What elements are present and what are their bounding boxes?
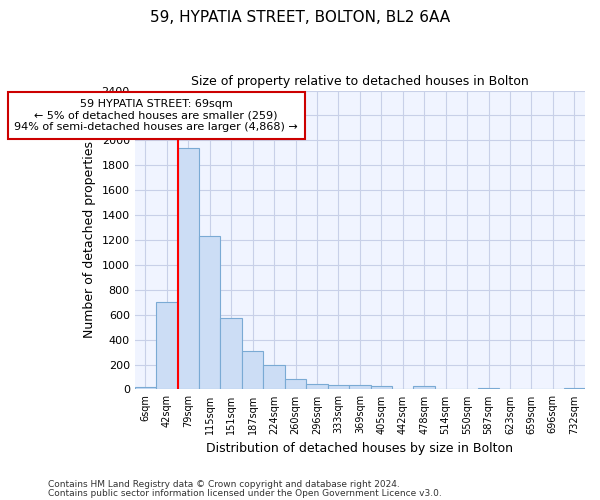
Bar <box>563 388 585 390</box>
Text: 59 HYPATIA STREET: 69sqm
← 5% of detached houses are smaller (259)
94% of semi-d: 59 HYPATIA STREET: 69sqm ← 5% of detache… <box>14 99 298 132</box>
Bar <box>135 387 156 390</box>
Bar <box>156 302 178 390</box>
Bar <box>263 364 285 390</box>
Bar <box>306 384 328 390</box>
Bar <box>242 352 263 390</box>
Bar <box>349 385 371 390</box>
Bar <box>371 386 392 390</box>
Bar <box>478 388 499 390</box>
Bar <box>199 236 220 390</box>
X-axis label: Distribution of detached houses by size in Bolton: Distribution of detached houses by size … <box>206 442 514 455</box>
Text: Contains public sector information licensed under the Open Government Licence v3: Contains public sector information licen… <box>48 488 442 498</box>
Text: Contains HM Land Registry data © Crown copyright and database right 2024.: Contains HM Land Registry data © Crown c… <box>48 480 400 489</box>
Bar <box>220 318 242 390</box>
Bar <box>413 386 435 390</box>
Y-axis label: Number of detached properties: Number of detached properties <box>83 142 96 338</box>
Title: Size of property relative to detached houses in Bolton: Size of property relative to detached ho… <box>191 75 529 88</box>
Bar <box>178 148 199 390</box>
Text: 59, HYPATIA STREET, BOLTON, BL2 6AA: 59, HYPATIA STREET, BOLTON, BL2 6AA <box>150 10 450 25</box>
Bar <box>285 379 306 390</box>
Bar <box>328 386 349 390</box>
